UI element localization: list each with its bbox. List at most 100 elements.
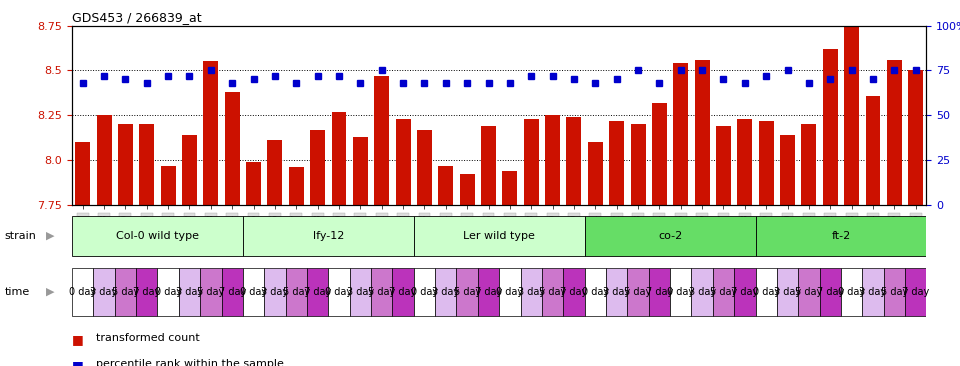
Bar bbox=[628, 268, 649, 316]
Bar bbox=[905, 268, 926, 316]
Text: 0 day: 0 day bbox=[753, 287, 780, 297]
Bar bbox=[136, 268, 157, 316]
Bar bbox=[716, 126, 731, 205]
Bar bbox=[243, 268, 264, 316]
Bar bbox=[499, 268, 520, 316]
Text: 7 day: 7 day bbox=[646, 287, 673, 297]
Text: 0 day: 0 day bbox=[496, 287, 523, 297]
Bar bbox=[179, 268, 201, 316]
Text: Col-0 wild type: Col-0 wild type bbox=[116, 231, 199, 241]
Bar bbox=[200, 268, 222, 316]
Bar bbox=[457, 268, 478, 316]
Bar bbox=[823, 49, 838, 205]
Text: 5 day: 5 day bbox=[624, 287, 652, 297]
Bar bbox=[157, 268, 179, 316]
Bar bbox=[588, 142, 603, 205]
Text: 3 day: 3 day bbox=[176, 287, 204, 297]
Text: 7 day: 7 day bbox=[561, 287, 588, 297]
Bar bbox=[883, 268, 905, 316]
Text: 3 day: 3 day bbox=[774, 287, 802, 297]
Text: 3 day: 3 day bbox=[688, 287, 716, 297]
Bar bbox=[564, 268, 585, 316]
Text: 7 day: 7 day bbox=[475, 287, 502, 297]
Bar bbox=[606, 268, 628, 316]
Text: 5 day: 5 day bbox=[795, 287, 823, 297]
Bar bbox=[610, 121, 624, 205]
Text: 5 day: 5 day bbox=[368, 287, 396, 297]
Bar bbox=[670, 268, 691, 316]
Text: 3 day: 3 day bbox=[261, 287, 289, 297]
Text: 3 day: 3 day bbox=[603, 287, 631, 297]
Text: strain: strain bbox=[5, 231, 36, 241]
Bar bbox=[75, 142, 90, 205]
Text: 7 day: 7 day bbox=[304, 287, 331, 297]
Bar bbox=[545, 115, 560, 205]
Bar bbox=[780, 135, 795, 205]
Bar bbox=[328, 268, 349, 316]
Text: GDS453 / 266839_at: GDS453 / 266839_at bbox=[72, 11, 202, 25]
Bar bbox=[649, 268, 670, 316]
Bar bbox=[524, 119, 539, 205]
Bar bbox=[97, 115, 111, 205]
Bar bbox=[631, 124, 645, 205]
Text: 7 day: 7 day bbox=[133, 287, 160, 297]
Text: 5 day: 5 day bbox=[709, 287, 737, 297]
Text: 0 day: 0 day bbox=[240, 287, 267, 297]
Bar bbox=[139, 124, 155, 205]
Bar bbox=[243, 216, 414, 256]
Text: 7 day: 7 day bbox=[817, 287, 844, 297]
Text: 3 day: 3 day bbox=[347, 287, 374, 297]
Bar bbox=[310, 130, 325, 205]
Text: 3 day: 3 day bbox=[432, 287, 460, 297]
Bar bbox=[820, 268, 841, 316]
Bar bbox=[307, 268, 328, 316]
Bar bbox=[908, 71, 924, 205]
Text: 0 day: 0 day bbox=[155, 287, 181, 297]
Text: 3 day: 3 day bbox=[859, 287, 887, 297]
Bar bbox=[695, 60, 709, 205]
Bar bbox=[417, 130, 432, 205]
Text: ▶: ▶ bbox=[46, 287, 55, 297]
Bar bbox=[887, 60, 901, 205]
Text: Ler wild type: Ler wild type bbox=[464, 231, 535, 241]
Bar bbox=[204, 61, 218, 205]
Bar bbox=[182, 135, 197, 205]
Bar bbox=[353, 137, 368, 205]
Bar bbox=[799, 268, 820, 316]
Text: transformed count: transformed count bbox=[96, 333, 200, 343]
Bar bbox=[72, 216, 243, 256]
Bar bbox=[118, 124, 132, 205]
Bar bbox=[268, 141, 282, 205]
Bar bbox=[541, 268, 564, 316]
Text: 7 day: 7 day bbox=[902, 287, 929, 297]
Bar bbox=[520, 268, 541, 316]
Bar bbox=[758, 121, 774, 205]
Bar bbox=[844, 4, 859, 205]
Text: 5 day: 5 day bbox=[453, 287, 481, 297]
Text: 0 day: 0 day bbox=[838, 287, 865, 297]
Text: 3 day: 3 day bbox=[517, 287, 545, 297]
Text: 5 day: 5 day bbox=[539, 287, 566, 297]
Text: 0 day: 0 day bbox=[325, 287, 352, 297]
Text: 5 day: 5 day bbox=[197, 287, 225, 297]
Bar bbox=[393, 268, 414, 316]
Bar bbox=[585, 216, 756, 256]
Bar bbox=[93, 268, 115, 316]
Bar bbox=[777, 268, 799, 316]
Bar bbox=[414, 216, 585, 256]
Text: 7 day: 7 day bbox=[390, 287, 417, 297]
Text: 0 day: 0 day bbox=[69, 287, 96, 297]
Bar bbox=[652, 103, 667, 205]
Bar bbox=[566, 117, 582, 205]
Bar bbox=[349, 268, 371, 316]
Text: 3 day: 3 day bbox=[90, 287, 118, 297]
Bar bbox=[712, 268, 734, 316]
Bar bbox=[478, 268, 499, 316]
Bar bbox=[371, 268, 393, 316]
Text: co-2: co-2 bbox=[658, 231, 683, 241]
Bar bbox=[414, 268, 435, 316]
Bar bbox=[264, 268, 286, 316]
Bar bbox=[756, 216, 926, 256]
Text: 0 day: 0 day bbox=[582, 287, 609, 297]
Bar bbox=[286, 268, 307, 316]
